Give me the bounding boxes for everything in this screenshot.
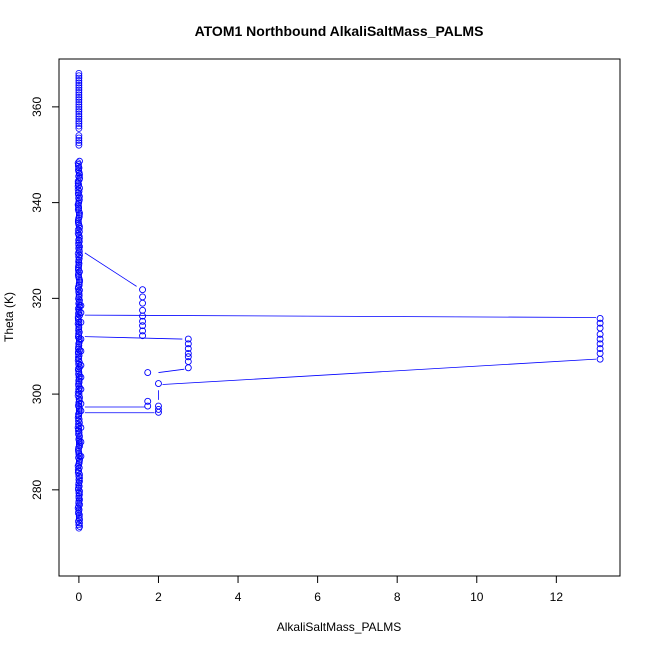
x-axis-label: AlkaliSaltMass_PALMS (277, 620, 402, 634)
data-point (597, 356, 603, 362)
data-point (140, 294, 146, 300)
data-point (185, 365, 191, 371)
y-tick-label: 320 (30, 288, 44, 308)
series-line (85, 315, 596, 317)
chart-title: ATOM1 Northbound AlkaliSaltMass_PALMS (195, 23, 484, 39)
y-axis-label: Theta (K) (2, 292, 16, 342)
y-tick-label: 300 (30, 384, 44, 404)
x-tick-label: 2 (155, 590, 162, 604)
series-line (85, 337, 182, 339)
data-point (140, 287, 146, 293)
y-axis: 280 300 320 340 360 (30, 97, 59, 500)
data-point (155, 381, 161, 387)
series-line (85, 253, 137, 287)
series-line (162, 359, 596, 384)
x-tick-label: 6 (314, 590, 321, 604)
y-tick-label: 360 (30, 97, 44, 117)
x-tick-label: 0 (76, 590, 83, 604)
y-tick-label: 340 (30, 192, 44, 212)
plot-area (75, 70, 603, 531)
data-point (140, 300, 146, 306)
series-line (158, 369, 184, 372)
x-tick-label: 4 (235, 590, 242, 604)
data-point (145, 370, 151, 376)
y-tick-label: 280 (30, 480, 44, 500)
x-tick-label: 10 (470, 590, 484, 604)
x-tick-label: 12 (550, 590, 564, 604)
x-axis: 0 2 4 6 8 10 12 (76, 576, 564, 604)
data-point (140, 307, 146, 313)
x-tick-label: 8 (394, 590, 401, 604)
